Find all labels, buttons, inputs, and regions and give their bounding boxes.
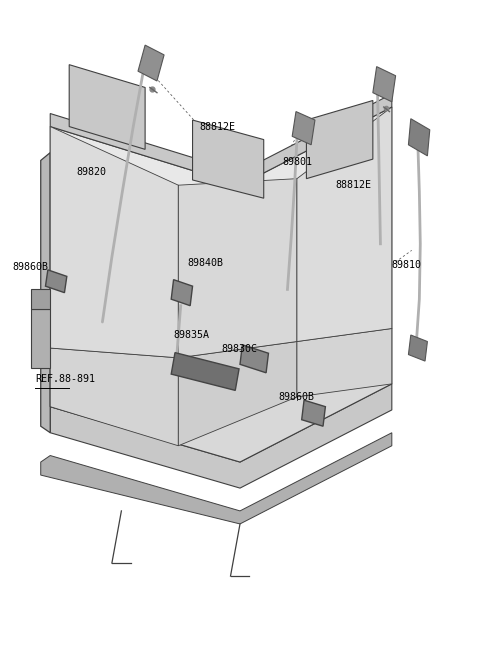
Polygon shape: [50, 94, 392, 185]
Polygon shape: [41, 152, 50, 433]
Polygon shape: [50, 384, 392, 488]
Text: 89820: 89820: [76, 167, 106, 177]
Text: 88812E: 88812E: [335, 180, 371, 190]
Polygon shape: [50, 127, 179, 358]
Polygon shape: [297, 107, 392, 342]
Polygon shape: [373, 66, 396, 102]
Polygon shape: [50, 348, 179, 445]
Text: 89801: 89801: [283, 158, 312, 168]
Polygon shape: [50, 328, 392, 462]
Polygon shape: [192, 120, 264, 198]
Polygon shape: [31, 309, 50, 367]
Polygon shape: [31, 290, 50, 309]
Polygon shape: [306, 101, 373, 179]
Polygon shape: [292, 112, 315, 145]
Text: 88812E: 88812E: [200, 122, 236, 131]
Polygon shape: [171, 353, 239, 390]
Text: 89835A: 89835A: [174, 330, 210, 340]
Text: 89840B: 89840B: [188, 258, 224, 268]
Polygon shape: [50, 107, 392, 407]
Text: 89830C: 89830C: [221, 344, 257, 354]
Text: 89860B: 89860B: [12, 261, 48, 271]
Text: REF.88-891: REF.88-891: [35, 374, 95, 384]
Polygon shape: [297, 328, 392, 397]
Polygon shape: [408, 335, 427, 361]
Text: 89810: 89810: [392, 260, 422, 269]
Text: 89860B: 89860B: [278, 392, 314, 402]
Polygon shape: [171, 280, 192, 306]
Polygon shape: [301, 400, 325, 426]
Polygon shape: [69, 64, 145, 149]
Polygon shape: [138, 45, 164, 81]
Polygon shape: [179, 342, 297, 445]
Polygon shape: [41, 433, 392, 524]
Polygon shape: [240, 345, 268, 373]
Polygon shape: [408, 119, 430, 156]
Polygon shape: [179, 179, 297, 358]
Polygon shape: [46, 270, 67, 292]
